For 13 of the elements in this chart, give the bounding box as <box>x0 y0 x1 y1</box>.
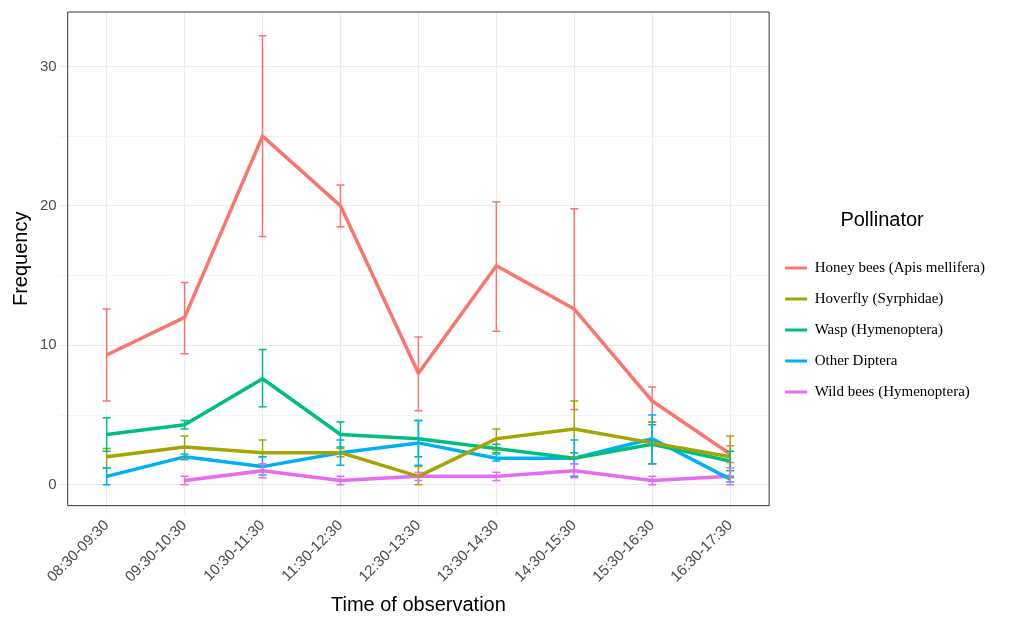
legend-label: Wild bees (Hymenoptera) <box>814 382 970 400</box>
legend-label: Hoverfly (Syrphidae) <box>814 289 944 307</box>
point <box>491 453 502 462</box>
legend-label: Wasp (Hymenoptera) <box>814 320 943 338</box>
legend-title: Pollinator <box>840 208 925 231</box>
y-axis-title: Frequency <box>8 211 31 307</box>
x-axis-title: Time of observation <box>330 592 506 615</box>
y-tick-label: 0 <box>48 474 57 492</box>
legend-label: Other Diptera <box>814 351 898 368</box>
legend-label: Honey bees (Apis mellifera) <box>814 258 986 276</box>
y-tick-label: 30 <box>40 56 57 74</box>
y-tick-label: 10 <box>40 335 57 353</box>
y-tick-label: 20 <box>40 195 57 213</box>
